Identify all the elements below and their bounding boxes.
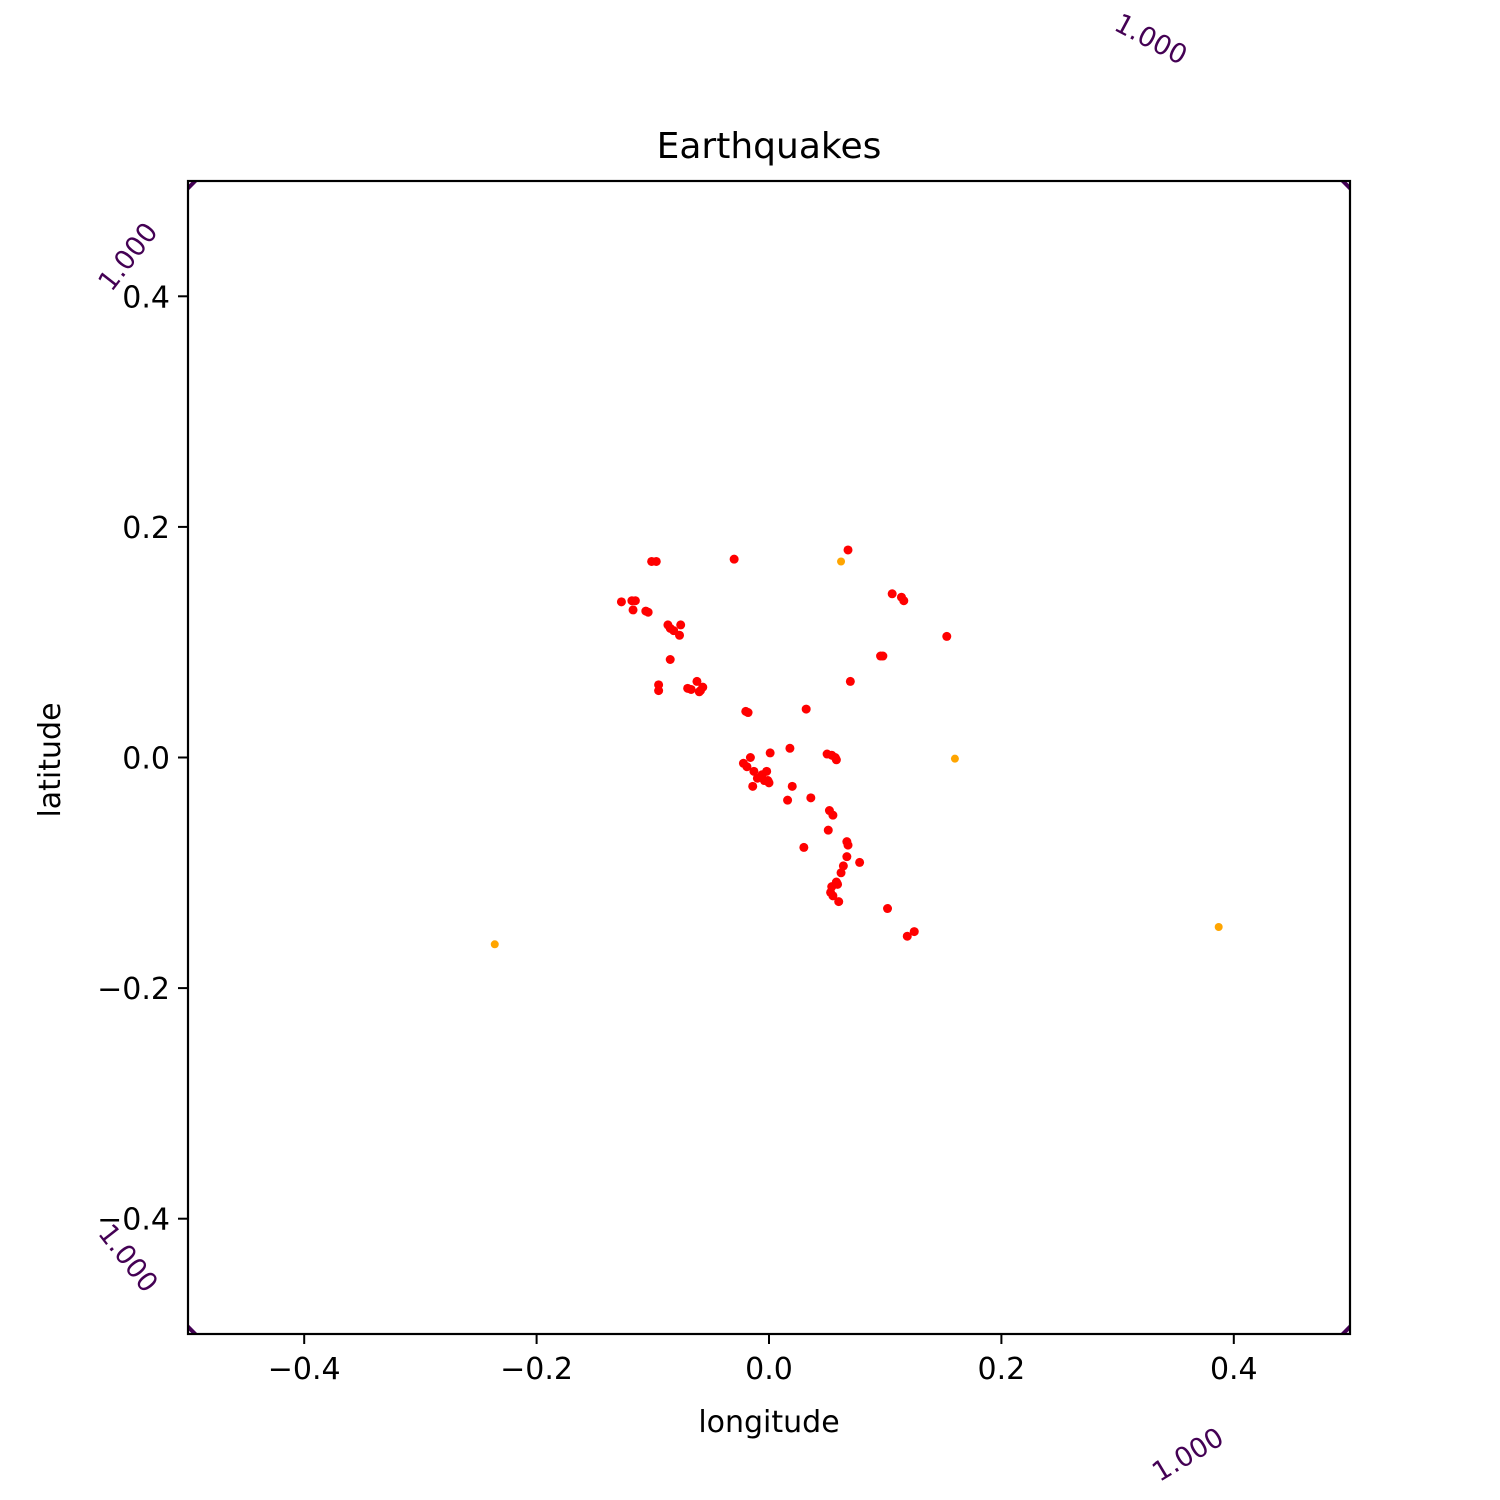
- contour-label: 1.000: [1147, 1422, 1229, 1488]
- x-tick-label: 0.4: [1210, 1352, 1258, 1387]
- scatter-point: [855, 857, 865, 867]
- scatter-point: [765, 748, 775, 758]
- y-axis-title: latitude: [33, 702, 68, 817]
- scatter-point: [1214, 922, 1223, 931]
- scatter-point: [843, 840, 853, 850]
- scatter-point: [686, 684, 696, 694]
- contour-label-background: [83, 1207, 173, 1309]
- scatter-point: [692, 676, 702, 686]
- scatter-point: [729, 554, 739, 564]
- scatter-point: [845, 676, 855, 686]
- scatter-point: [950, 754, 959, 763]
- y-tick-label: −0.4: [97, 1203, 170, 1238]
- scatter-point: [694, 687, 704, 697]
- scatter-point: [676, 620, 686, 630]
- scatter-point: [616, 597, 626, 607]
- contour-label-background: [83, 206, 173, 308]
- x-axis-ticks: −0.4 −0.2 0.0 0.2 0.4: [268, 1334, 1258, 1387]
- scatter-point: [628, 605, 638, 615]
- scatter-point: [651, 556, 661, 566]
- y-tick-label: 0.2: [122, 511, 170, 546]
- scatter-point: [878, 651, 888, 661]
- contour-label: 1.000: [1109, 8, 1192, 72]
- contour-label-background: [1135, 1413, 1241, 1496]
- scatter-point: [828, 891, 838, 901]
- scatter-point: [837, 557, 846, 566]
- scatter-point: [742, 762, 752, 772]
- points-layer: [490, 545, 1223, 949]
- scatter-point: [675, 630, 685, 640]
- x-tick-label: −0.2: [500, 1352, 573, 1387]
- scatter-point: [883, 904, 893, 914]
- scatter-point: [762, 766, 772, 776]
- chart-title: Earthquakes: [657, 126, 882, 167]
- x-tick-label: 0.2: [978, 1352, 1026, 1387]
- scatter-point: [490, 940, 499, 949]
- scatter-point: [899, 596, 909, 606]
- x-axis-title: longitude: [698, 1405, 839, 1440]
- scatter-point: [743, 708, 753, 718]
- scatter-point: [823, 825, 833, 835]
- scatter-point: [843, 545, 853, 555]
- scatter-point: [654, 686, 664, 696]
- scatter-point: [749, 766, 759, 776]
- scatter-point: [787, 781, 797, 791]
- scatter-point: [783, 795, 793, 805]
- scatter-point: [833, 879, 843, 889]
- y-tick-label: 0.0: [122, 742, 170, 777]
- contour-label-background: [1098, 0, 1204, 79]
- scatter-point: [836, 868, 846, 878]
- scatter-point: [665, 654, 675, 664]
- scatter-point: [630, 596, 640, 606]
- x-tick-label: 0.0: [745, 1352, 793, 1387]
- scatter-point: [942, 631, 952, 641]
- scatter-point: [643, 607, 653, 617]
- scatter-point: [902, 931, 912, 941]
- scatter-point: [764, 778, 774, 788]
- scatter-point: [909, 927, 919, 937]
- scatter-point: [806, 793, 816, 803]
- y-tick-label: −0.2: [97, 972, 170, 1007]
- x-tick-label: −0.4: [268, 1352, 341, 1387]
- scatter-point: [828, 810, 838, 820]
- scatter-point: [831, 755, 841, 765]
- scatter-point: [785, 743, 795, 753]
- scatter-point: [799, 842, 809, 852]
- scatter-point: [834, 897, 844, 907]
- y-axis-ticks: −0.4 −0.2 0.0 0.2 0.4: [97, 280, 188, 1238]
- scatter-point: [887, 589, 897, 599]
- scatter-point: [748, 781, 758, 791]
- scatter-point: [838, 861, 848, 871]
- y-tick-label: 0.4: [122, 280, 170, 315]
- scatter-point: [745, 753, 755, 762]
- scatter-point: [801, 704, 811, 714]
- plot-background: [188, 181, 1350, 1334]
- scatter-point: [842, 852, 852, 862]
